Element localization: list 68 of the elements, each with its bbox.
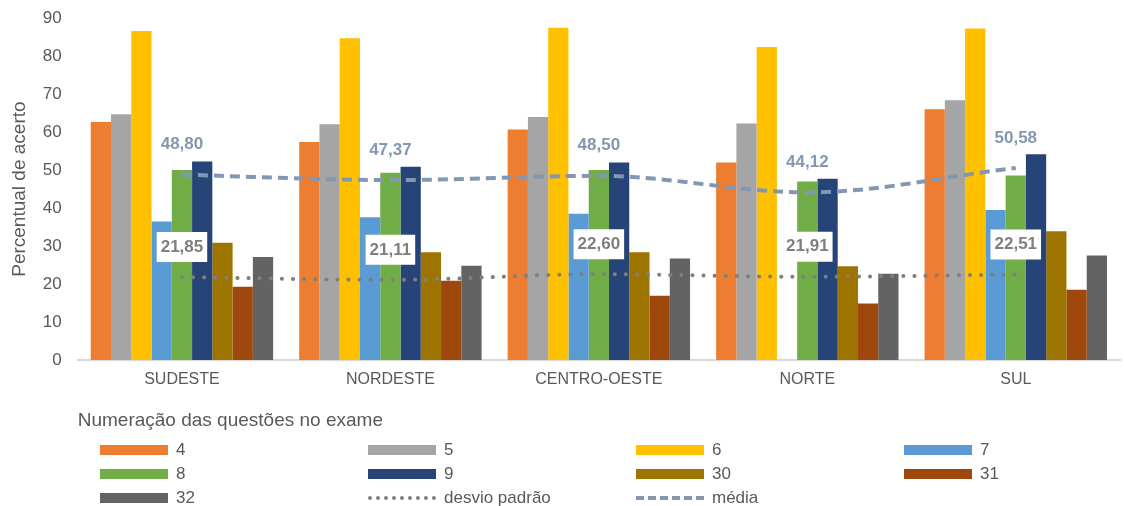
bar — [944, 100, 966, 360]
legend-label: média — [712, 488, 759, 506]
legend-label: 7 — [980, 440, 990, 460]
bar — [924, 109, 945, 360]
legend-label: 8 — [176, 464, 186, 484]
bar — [629, 252, 650, 360]
x-tick-label: NORTE — [779, 370, 836, 388]
y-axis-title: Percentual de acerto — [7, 101, 29, 277]
bar — [837, 266, 858, 360]
x-tick-label: SUDESTE — [144, 370, 220, 388]
bar — [649, 295, 670, 360]
bar — [736, 123, 757, 360]
y-tick-label: 0 — [52, 349, 62, 369]
bar — [90, 121, 112, 360]
bar — [857, 303, 879, 360]
bar — [1046, 231, 1067, 360]
bar — [319, 124, 340, 360]
legend-label: 31 — [980, 464, 999, 484]
y-tick-label: 10 — [42, 311, 62, 331]
bar — [441, 280, 462, 360]
legend-label: 6 — [712, 440, 722, 460]
data-label: 44,12 — [786, 152, 829, 172]
x-tick-label: SUL — [1000, 370, 1032, 388]
bar — [878, 273, 899, 360]
bar — [965, 28, 986, 360]
data-label: 22,60 — [577, 233, 621, 253]
y-tick-label: 50 — [42, 159, 62, 179]
bar — [548, 27, 569, 360]
bar — [212, 242, 233, 360]
bar — [232, 286, 253, 360]
data-label: 22,51 — [994, 234, 1038, 254]
y-tick-label: 90 — [42, 7, 62, 27]
x-tick-label: NORDESTE — [345, 370, 435, 388]
bar — [527, 116, 549, 360]
legend-label: 30 — [712, 464, 731, 484]
y-tick-label: 80 — [42, 45, 62, 65]
y-tick-label: 40 — [42, 197, 62, 217]
y-tick-label: 30 — [42, 235, 62, 255]
bar — [461, 265, 482, 360]
bar — [1086, 255, 1107, 360]
bar — [1066, 289, 1087, 360]
data-label: 47,37 — [369, 139, 412, 159]
legend-label: 32 — [176, 488, 195, 506]
y-tick-label: 60 — [42, 121, 62, 141]
bar — [507, 129, 528, 360]
bar — [669, 258, 691, 360]
data-label: 48,80 — [160, 134, 204, 154]
bar — [339, 38, 360, 360]
bar — [756, 47, 777, 360]
legend-label: 5 — [444, 440, 454, 460]
bar — [716, 162, 737, 360]
data-label: 50,58 — [994, 127, 1038, 147]
bar — [252, 257, 274, 360]
bar — [111, 114, 132, 360]
y-tick-label: 70 — [42, 83, 62, 103]
bar — [299, 142, 320, 360]
legend-label: 4 — [176, 440, 186, 460]
data-label: 21,91 — [786, 236, 829, 256]
x-tick-label: CENTRO-OESTE — [535, 370, 663, 388]
legend-label: 9 — [444, 464, 454, 484]
y-tick-label: 20 — [42, 273, 62, 293]
legend-label: desvio padrão — [444, 488, 551, 506]
x-axis-title: Numeração das questões no exame — [77, 408, 383, 430]
data-label: 48,50 — [577, 135, 621, 155]
data-label: 21,85 — [160, 236, 204, 256]
data-label: 21,11 — [369, 239, 412, 259]
bar — [420, 252, 442, 360]
bar — [131, 31, 152, 360]
